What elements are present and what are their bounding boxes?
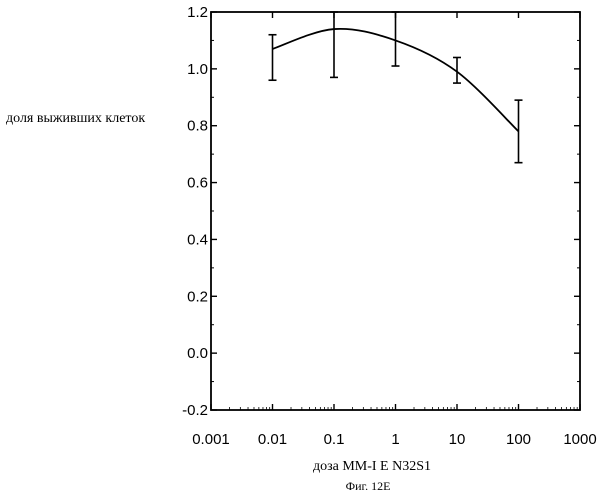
series-layer bbox=[269, 12, 523, 163]
y-tick-label: 0.6 bbox=[187, 175, 208, 192]
y-axis: 1.2 1.0 0.8 0.6 0.4 0.2 0.0 -0.2 bbox=[182, 4, 580, 419]
figure-caption: Фиг. 12E bbox=[346, 479, 391, 493]
y-tick-label: 0.0 bbox=[187, 345, 208, 362]
y-tick-label: 0.8 bbox=[187, 118, 208, 135]
y-tick-label: 1.0 bbox=[187, 61, 208, 78]
x-tick-label: 100 bbox=[506, 431, 531, 448]
x-tick-label: 10 bbox=[449, 431, 466, 448]
x-axis: 0.001 0.01 0.1 1 10 100 1000 bbox=[192, 12, 596, 448]
x-tick-label: 1 bbox=[391, 431, 399, 448]
x-tick-label: 1000 bbox=[563, 431, 596, 448]
x-tick-label: 0.01 bbox=[258, 431, 287, 448]
y-axis-title: доля выживших клеток bbox=[6, 111, 145, 126]
plot-border bbox=[211, 12, 580, 410]
y-tick-label: -0.2 bbox=[182, 402, 208, 419]
x-tick-label: 0.1 bbox=[324, 431, 345, 448]
plot-frame bbox=[211, 12, 580, 410]
y-tick-label: 0.2 bbox=[187, 288, 208, 305]
y-tick-label: 1.2 bbox=[187, 4, 208, 21]
x-tick-label: 0.001 bbox=[192, 431, 230, 448]
x-axis-title: доза MM-I E N32S1 bbox=[313, 459, 431, 474]
y-tick-label: 0.4 bbox=[187, 231, 208, 248]
